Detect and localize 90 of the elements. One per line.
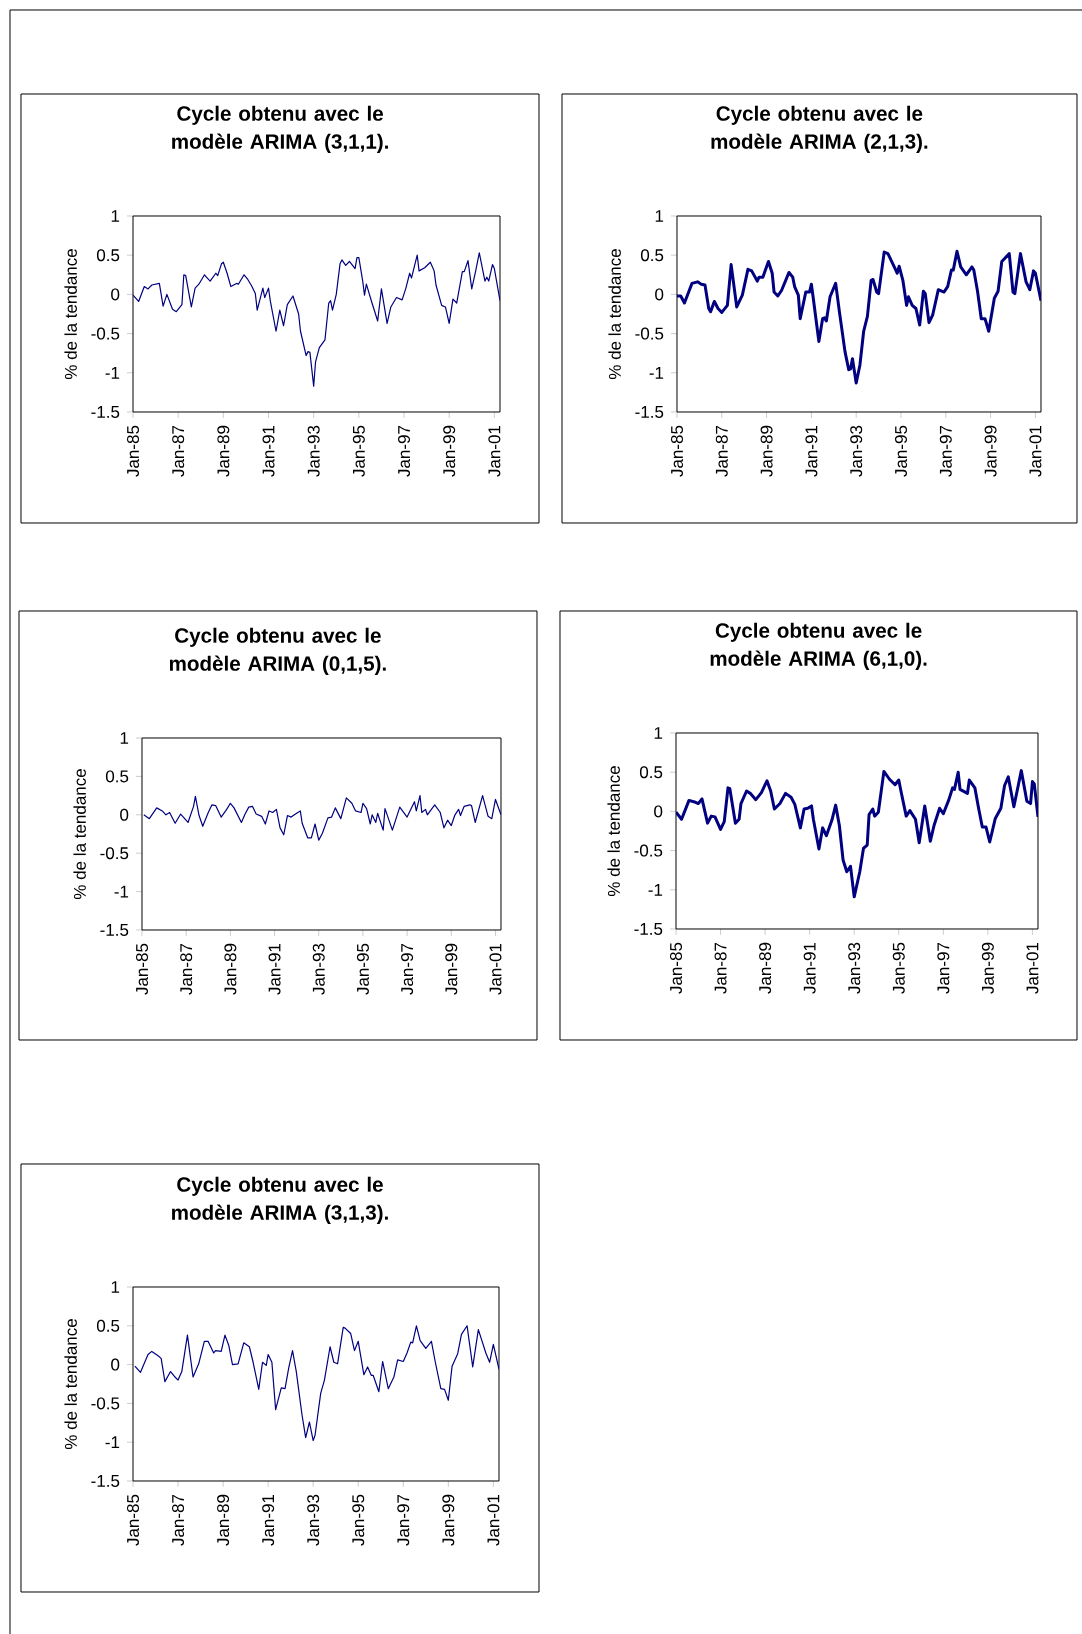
line-series (134, 1325, 499, 1442)
y-tick-label: -0.5 (100, 847, 129, 860)
chart-title: Cycle obtenu avec le modèle ARIMA (6,1,0). (710, 622, 927, 670)
x-tick-label: Jan-95 (894, 425, 908, 477)
y-axis-title: % de la tendance (73, 769, 86, 900)
x-tick-label: Jan-87 (714, 942, 727, 994)
chart-title: Cycle obtenu avec le modèle ARIMA (3,1,1). (172, 105, 388, 153)
x-tick-label: Jan-95 (352, 1494, 365, 1546)
chart-title: Cycle obtenu avec le modèle ARIMA (2,1,3). (711, 105, 928, 153)
y-axis-title: % de la tendance (607, 766, 620, 897)
y-tick-label: 0 (111, 1358, 120, 1371)
x-tick-label: Jan-87 (180, 943, 193, 995)
y-tick-label: 1 (120, 732, 129, 744)
x-tick-label: Jan-89 (760, 425, 773, 477)
y-axis-title: % de la tendance (64, 1319, 77, 1450)
y-tick-label: -1 (114, 885, 129, 898)
x-tick-label: Jan-85 (669, 942, 682, 994)
x-tick-label: Jan-97 (401, 943, 414, 995)
line-series (143, 795, 501, 841)
x-tick-label: Jan-01 (489, 943, 502, 995)
y-tick-label: -1 (105, 366, 120, 379)
y-tick-label: -1.5 (635, 406, 664, 418)
y-tick-label: -1.5 (91, 1475, 120, 1487)
y-tick-label: 0.5 (640, 249, 664, 262)
x-tick-label: Jan-93 (850, 425, 863, 477)
x-tick-label: Jan-91 (268, 943, 281, 995)
y-tick-label: -1 (648, 883, 663, 896)
x-tick-label: Jan-01 (1026, 942, 1039, 994)
y-axis-title: % de la tendance (608, 249, 621, 380)
y-tick-label: -1.5 (91, 406, 120, 418)
x-tick-label: Jan-99 (445, 943, 458, 995)
y-tick-label: -1 (105, 1436, 120, 1449)
y-tick-label: 0 (111, 288, 120, 301)
y-tick-label: 1 (111, 1281, 120, 1293)
x-tick-label: Jan-89 (759, 942, 772, 994)
x-tick-label: Jan-91 (262, 1494, 275, 1546)
y-tick-label: -0.5 (91, 1397, 120, 1410)
x-tick-label: Jan-87 (715, 425, 728, 477)
y-tick-label: 0.5 (96, 1319, 120, 1332)
x-tick-label: Jan-89 (217, 1494, 230, 1546)
y-tick-label: 0 (654, 805, 663, 818)
x-tick-label: Jan-01 (488, 425, 501, 477)
y-tick-label: 0 (655, 288, 664, 301)
x-tick-label: Jan-93 (848, 942, 861, 994)
y-tick-label: 1 (111, 210, 120, 222)
line-series (676, 769, 1038, 899)
x-tick-label: Jan-01 (1029, 425, 1042, 477)
y-tick-label: -1 (649, 366, 664, 379)
x-tick-label: Jan-93 (307, 425, 320, 477)
line-series (676, 249, 1041, 385)
x-tick-label: Jan-95 (356, 943, 369, 995)
line-series (133, 252, 500, 387)
x-tick-label: Jan-87 (172, 425, 185, 477)
y-axis-title: % de la tendance (64, 249, 77, 380)
x-tick-label: Jan-99 (442, 1494, 455, 1546)
x-tick-label: Jan-91 (262, 425, 275, 477)
y-tick-label: -0.5 (91, 327, 120, 340)
x-tick-label: Jan-97 (397, 1494, 410, 1546)
y-tick-label: 1 (655, 210, 664, 222)
y-tick-label: 0.5 (96, 249, 120, 262)
chart-title: Cycle obtenu avec le modèle ARIMA (0,1,5). (169, 627, 386, 675)
x-tick-label: Jan-95 (352, 425, 365, 477)
x-tick-label: Jan-85 (127, 1494, 140, 1546)
y-tick-label: 0.5 (639, 766, 663, 779)
x-tick-label: Jan-97 (937, 942, 950, 994)
x-tick-label: Jan-95 (892, 942, 905, 994)
y-tick-label: -1.5 (634, 923, 663, 935)
x-tick-label: Jan-99 (984, 425, 997, 477)
x-tick-label: Jan-99 (981, 942, 994, 994)
x-tick-label: Jan-93 (312, 943, 325, 995)
x-tick-label: Jan-89 (224, 943, 237, 995)
x-tick-label: Jan-91 (803, 942, 816, 994)
y-tick-label: 0 (120, 808, 129, 821)
y-tick-label: -0.5 (635, 327, 664, 340)
x-tick-label: Jan-87 (172, 1494, 185, 1546)
y-tick-label: 1 (654, 727, 663, 739)
x-tick-label: Jan-97 (939, 425, 952, 477)
x-tick-label: Jan-99 (443, 425, 456, 477)
y-tick-label: 0.5 (105, 770, 129, 783)
x-tick-label: Jan-85 (136, 943, 149, 995)
x-tick-label: Jan-85 (670, 425, 683, 477)
chart-title: Cycle obtenu avec le modèle ARIMA (3,1,3). (172, 1176, 388, 1224)
x-tick-label: Jan-85 (127, 425, 140, 477)
x-tick-label: Jan-89 (217, 425, 230, 477)
y-tick-label: -1.5 (100, 924, 129, 936)
x-tick-label: Jan-01 (487, 1494, 500, 1546)
y-tick-label: -0.5 (634, 844, 663, 857)
x-tick-label: Jan-97 (398, 425, 411, 477)
x-tick-label: Jan-91 (805, 425, 818, 477)
x-tick-label: Jan-93 (307, 1494, 320, 1546)
